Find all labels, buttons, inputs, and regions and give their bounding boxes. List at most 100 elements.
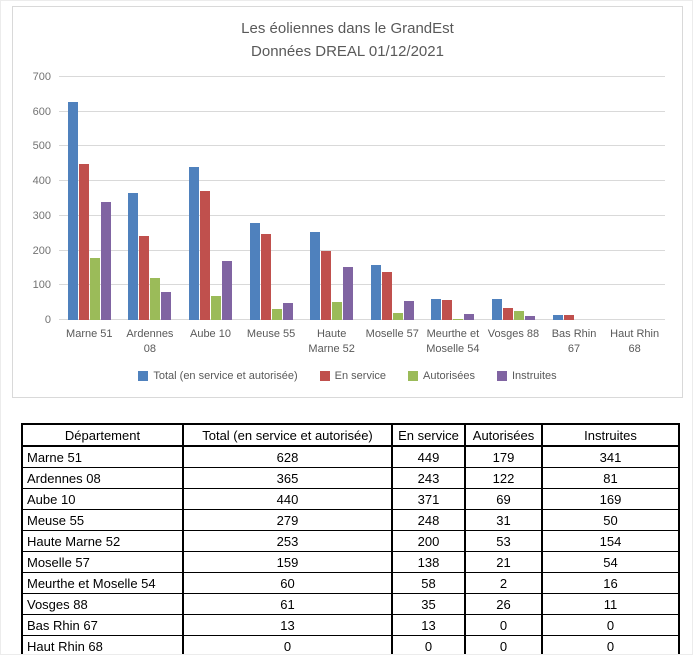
gridline xyxy=(59,76,665,77)
table-cell: 35 xyxy=(391,593,466,615)
table-cell: 21 xyxy=(464,551,543,573)
legend-label: Total (en service et autorisée) xyxy=(153,370,298,382)
table-row: Ardennes 08 365 243 122 81 xyxy=(21,467,680,489)
bar xyxy=(453,319,464,320)
table-row-header-cell: Vosges 88 xyxy=(21,593,184,615)
table-cell: 0 xyxy=(464,614,543,636)
table-row-header-cell: Meurthe et Moselle 54 xyxy=(21,572,184,594)
table-cell: 449 xyxy=(391,445,466,468)
table-cell: 179 xyxy=(464,445,543,468)
bar xyxy=(100,202,111,320)
table-cell: 0 xyxy=(182,635,393,654)
table-row: Meurthe et Moselle 54 60 58 2 16 xyxy=(21,572,680,594)
bar xyxy=(310,232,321,320)
table-cell: 0 xyxy=(541,614,680,636)
legend-swatch-icon xyxy=(319,371,330,381)
x-axis-label: Meuse 55 xyxy=(246,328,296,340)
bar xyxy=(282,303,293,320)
x-axis-label: Vosges 88 xyxy=(487,328,540,340)
table-cell: 200 xyxy=(391,530,466,552)
y-axis-label: 600 xyxy=(32,105,51,118)
table-row: Meuse 55 279 248 31 50 xyxy=(21,509,680,531)
bar-group-5 xyxy=(301,77,362,320)
legend-label: En service xyxy=(334,370,387,382)
legend-label: Instruites xyxy=(512,370,557,382)
bar xyxy=(442,300,453,320)
y-axis-label: 700 xyxy=(32,71,51,83)
bar xyxy=(221,261,232,320)
table-cell: 122 xyxy=(464,467,543,489)
gridline xyxy=(59,284,665,286)
table-cell: 0 xyxy=(541,635,680,654)
y-axis-label: 200 xyxy=(32,244,51,257)
legend-item: Total (en service et autorisée) xyxy=(138,370,298,382)
table-header-row: Département Total (en service et autorisé… xyxy=(21,423,680,447)
legend-swatch-icon xyxy=(497,371,507,381)
chart-panel: Les éoliennes dans le GrandEst Données D… xyxy=(12,6,683,398)
legend-item: En service xyxy=(319,370,387,382)
bar xyxy=(321,251,332,320)
bar-group-1 xyxy=(59,77,120,320)
bar xyxy=(392,313,403,320)
table-row: Vosges 88 61 35 26 11 xyxy=(21,593,680,615)
table-cell: 440 xyxy=(182,488,393,510)
legend-item: Autorisées xyxy=(408,370,475,382)
bar xyxy=(199,191,210,320)
x-axis: Marne 51 Ardennes 08 Aube 10 Meuse 55 Haute … xyxy=(59,327,665,357)
bar xyxy=(67,102,78,320)
gridline xyxy=(59,110,665,112)
table-header-cell: En service xyxy=(391,423,466,447)
gridline xyxy=(59,145,665,147)
table-cell: 50 xyxy=(541,509,680,531)
table-row-header-cell: Bas Rhin 67 xyxy=(21,614,184,636)
table-cell: 13 xyxy=(391,614,466,636)
y-axis-label: 100 xyxy=(32,279,51,292)
table-cell: 371 xyxy=(391,488,466,510)
y-axis-label: 500 xyxy=(32,140,51,153)
table-cell: 60 xyxy=(182,572,393,594)
x-axis-label: Marne 51 xyxy=(66,328,113,340)
x-axis-label: Meurthe et Moselle 54 xyxy=(426,328,480,355)
bar xyxy=(563,315,574,320)
bar-group-2 xyxy=(120,77,181,320)
y-axis-label: 0 xyxy=(44,314,51,326)
bar-group-8 xyxy=(483,77,544,320)
bar-group-6 xyxy=(362,77,423,320)
x-axis-label: Haute Marne 52 xyxy=(308,328,355,355)
chart-title-line2: Données DREAL 01/12/2021 xyxy=(251,43,444,60)
gridline xyxy=(59,319,665,320)
table-row-header-cell: Haut Rhin 68 xyxy=(21,635,184,654)
table-cell: 279 xyxy=(182,509,393,531)
table-cell: 81 xyxy=(541,467,680,489)
table-cell: 2 xyxy=(464,572,543,594)
table-row: Haute Marne 52 253 200 53 154 xyxy=(21,530,680,552)
y-axis-label: 400 xyxy=(32,175,51,188)
bar xyxy=(513,311,524,320)
table-cell: 54 xyxy=(541,551,680,573)
bar xyxy=(260,234,271,320)
y-axis-label: 300 xyxy=(32,209,51,222)
data-table: Département Total (en service et autorisé… xyxy=(21,423,680,654)
table-row-header-cell: Haute Marne 52 xyxy=(21,530,184,552)
x-axis-label: Moselle 57 xyxy=(365,328,419,340)
table-row-header-cell: Moselle 57 xyxy=(21,551,184,573)
table-cell: 0 xyxy=(391,635,466,654)
bar xyxy=(150,278,161,320)
table-header-cell: Instruites xyxy=(541,423,680,447)
table-cell: 628 xyxy=(182,445,393,468)
table-cell: 159 xyxy=(182,551,393,573)
bar xyxy=(524,316,535,320)
table-row-header-cell: Meuse 55 xyxy=(21,509,184,531)
table-header-cell: Autorisées xyxy=(464,423,543,447)
table-row-header-cell: Ardennes 08 xyxy=(21,467,184,489)
table-cell: 248 xyxy=(391,509,466,531)
table-cell: 11 xyxy=(541,593,680,615)
table-cell: 253 xyxy=(182,530,393,552)
table-cell: 16 xyxy=(541,572,680,594)
bar xyxy=(210,296,221,320)
bar xyxy=(464,314,475,320)
table-cell: 0 xyxy=(464,635,543,654)
table-row: Haut Rhin 68 0 0 0 0 xyxy=(21,635,680,654)
bar xyxy=(78,164,89,320)
